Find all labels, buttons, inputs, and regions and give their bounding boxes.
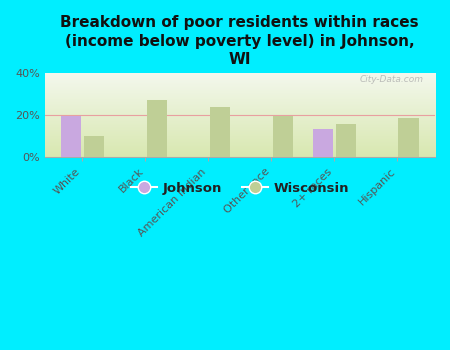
Bar [147,100,167,157]
Bar [399,118,418,157]
Bar [273,116,292,157]
Bar [61,116,81,157]
Bar [84,136,104,157]
Bar [313,129,333,157]
Title: Breakdown of poor residents within races
(income below poverty level) in Johnson: Breakdown of poor residents within races… [60,15,419,67]
Text: City-Data.com: City-Data.com [359,75,423,84]
Bar [336,125,356,157]
Bar [210,107,230,157]
Legend: Johnson, Wisconsin: Johnson, Wisconsin [126,176,354,200]
